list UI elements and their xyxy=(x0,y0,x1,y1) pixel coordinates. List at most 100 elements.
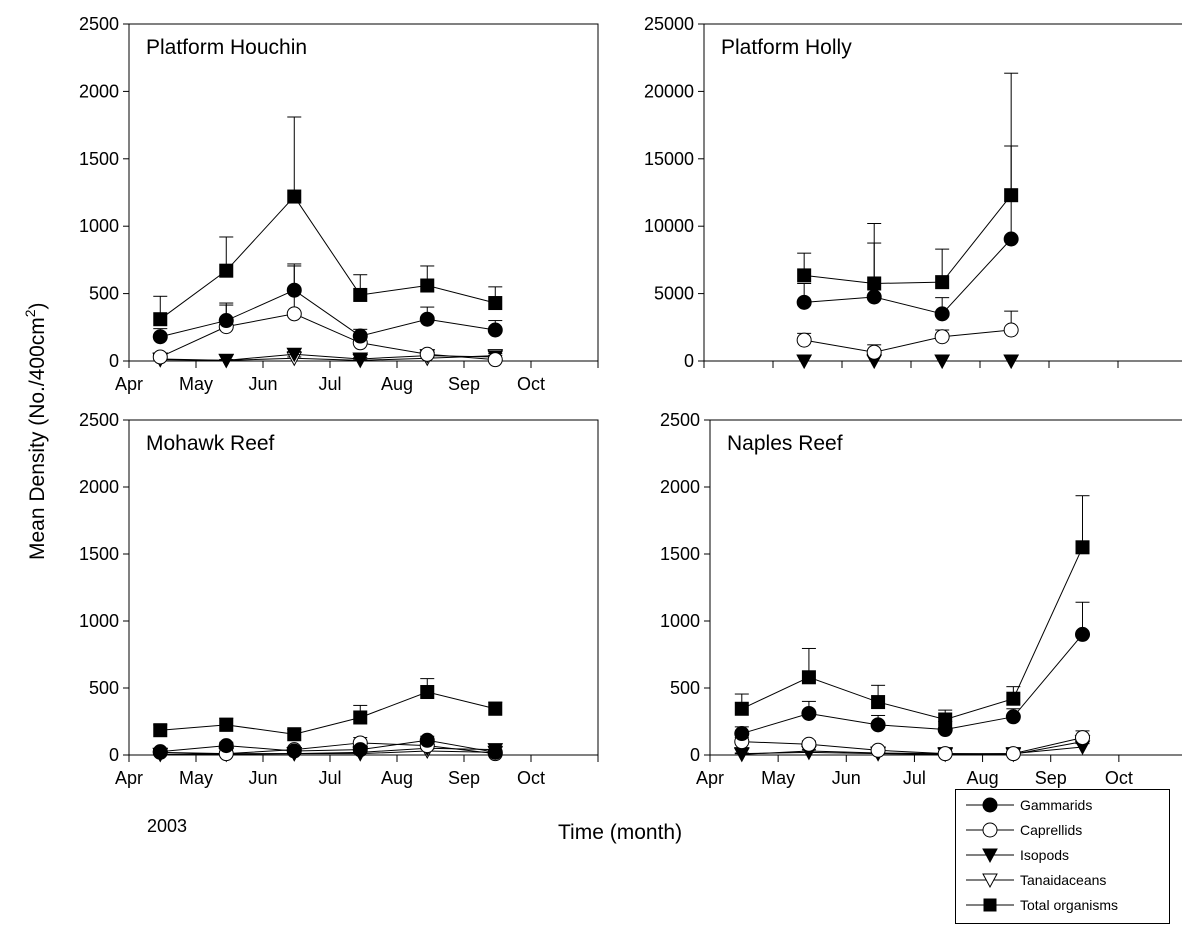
x-tick-label: Apr xyxy=(115,374,143,394)
point-total-organisms xyxy=(153,723,168,738)
x-tick-label: May xyxy=(761,768,795,788)
point-isopods xyxy=(352,352,369,368)
point-caprellids xyxy=(1075,730,1091,746)
x-tick-label: Jul xyxy=(318,374,341,394)
point-gammarids xyxy=(1005,709,1021,725)
point-gammarids xyxy=(419,732,435,748)
legend-marker-caprellids xyxy=(966,822,1014,838)
y-tick-label: 0 xyxy=(109,351,119,371)
y-tick-label: 1500 xyxy=(79,544,119,564)
legend-item-caprellids: Caprellids xyxy=(956,820,1169,840)
x-tick-label: Oct xyxy=(517,374,545,394)
series-line-gammarids xyxy=(804,238,1012,315)
point-total-organisms xyxy=(1075,540,1090,555)
series-line-tanaidaceans xyxy=(160,750,496,755)
series-line-caprellids xyxy=(741,737,1083,755)
point-gammarids xyxy=(419,311,435,327)
legend: Gammarids Caprellids Isopods Tanaidacean… xyxy=(955,789,1170,924)
panel-title: Mohawk Reef xyxy=(146,432,275,455)
point-total-organisms xyxy=(1004,188,1019,203)
point-gammarids xyxy=(152,329,168,345)
y-tick-label: 2000 xyxy=(79,81,119,101)
point-gammarids xyxy=(352,328,368,344)
y-axis-label-block: Mean Density (No./400cm2) xyxy=(14,0,54,930)
point-total-organisms xyxy=(353,287,368,302)
point-gammarids xyxy=(218,738,234,754)
point-gammarids xyxy=(1003,231,1019,247)
x-tick-label: Aug xyxy=(381,374,413,394)
point-gammarids xyxy=(934,306,950,322)
legend-label: Gammarids xyxy=(1020,797,1093,813)
y-tick-label: 1000 xyxy=(79,611,119,631)
point-gammarids xyxy=(286,743,302,759)
x-tick-label: Sep xyxy=(448,374,480,394)
legend-marker-gammarids xyxy=(966,797,1014,813)
point-total-organisms xyxy=(867,276,882,291)
x-tick-label: Jun xyxy=(832,768,861,788)
y-tick-label: 15000 xyxy=(644,149,694,169)
y-tick-label: 1500 xyxy=(79,149,119,169)
series-line-caprellids xyxy=(804,329,1012,353)
y-tick-label: 1000 xyxy=(79,216,119,236)
point-caprellids xyxy=(419,346,435,362)
point-total-organisms xyxy=(488,296,503,311)
point-gammarids xyxy=(152,744,168,760)
series-line-total-organisms xyxy=(804,194,1012,284)
legend-item-gammarids: Gammarids xyxy=(956,795,1169,815)
point-total-organisms xyxy=(353,710,368,725)
legend-marker-isopods xyxy=(966,848,1014,864)
x-tick-label: Oct xyxy=(517,768,545,788)
point-gammarids xyxy=(801,705,817,721)
legend-label: Caprellids xyxy=(1020,822,1083,838)
point-total-organisms xyxy=(219,263,234,278)
point-caprellids xyxy=(286,306,302,322)
point-gammarids xyxy=(866,289,882,305)
y-tick-label: 500 xyxy=(89,284,119,304)
point-caprellids xyxy=(1005,746,1021,762)
point-total-organisms xyxy=(1006,691,1021,706)
series-line-gammarids xyxy=(160,739,496,753)
x-tick-label: Sep xyxy=(448,768,480,788)
series-line-total-organisms xyxy=(741,547,1083,721)
point-caprellids xyxy=(937,746,953,762)
point-caprellids xyxy=(866,344,882,360)
point-total-organisms xyxy=(734,701,749,716)
point-isopods xyxy=(286,347,303,363)
panel-title: Platform Holly xyxy=(721,36,852,59)
y-axis-label: Mean Density (No./400cm2) xyxy=(22,302,49,560)
y-tick-label: 0 xyxy=(109,745,119,765)
point-caprellids xyxy=(934,329,950,345)
y-tick-label: 2000 xyxy=(79,477,119,497)
point-gammarids xyxy=(487,322,503,338)
point-total-organisms xyxy=(797,268,812,283)
y-tick-label: 2000 xyxy=(660,477,700,497)
point-caprellids xyxy=(796,332,812,348)
point-total-organisms xyxy=(219,717,234,732)
point-total-organisms xyxy=(287,727,302,742)
point-gammarids xyxy=(487,744,503,760)
y-tick-label: 2500 xyxy=(660,410,700,430)
point-gammarids xyxy=(796,294,812,310)
y-tick-label: 500 xyxy=(670,678,700,698)
y-tick-label: 0 xyxy=(690,745,700,765)
legend-label: Tanaidaceans xyxy=(1020,872,1107,888)
x-tick-label: May xyxy=(179,374,213,394)
point-total-organisms xyxy=(488,701,503,716)
x-axis-label: Time (month) xyxy=(558,821,683,844)
x-tick-label: Apr xyxy=(696,768,724,788)
point-gammarids xyxy=(352,742,368,758)
y-tick-label: 5000 xyxy=(654,284,694,304)
point-gammarids xyxy=(286,282,302,298)
point-total-organisms xyxy=(801,670,816,685)
y-tick-label: 20000 xyxy=(644,81,694,101)
point-gammarids xyxy=(870,717,886,733)
x-tick-label: May xyxy=(179,768,213,788)
series-line-isopods xyxy=(741,746,1083,755)
series-line-caprellids xyxy=(160,313,496,361)
y-tick-label: 2500 xyxy=(79,410,119,430)
point-total-organisms xyxy=(871,695,886,710)
x-tick-label: Sep xyxy=(1035,768,1067,788)
y-tick-label: 2500 xyxy=(79,14,119,34)
legend-item-total-organisms: Total organisms xyxy=(956,895,1169,915)
